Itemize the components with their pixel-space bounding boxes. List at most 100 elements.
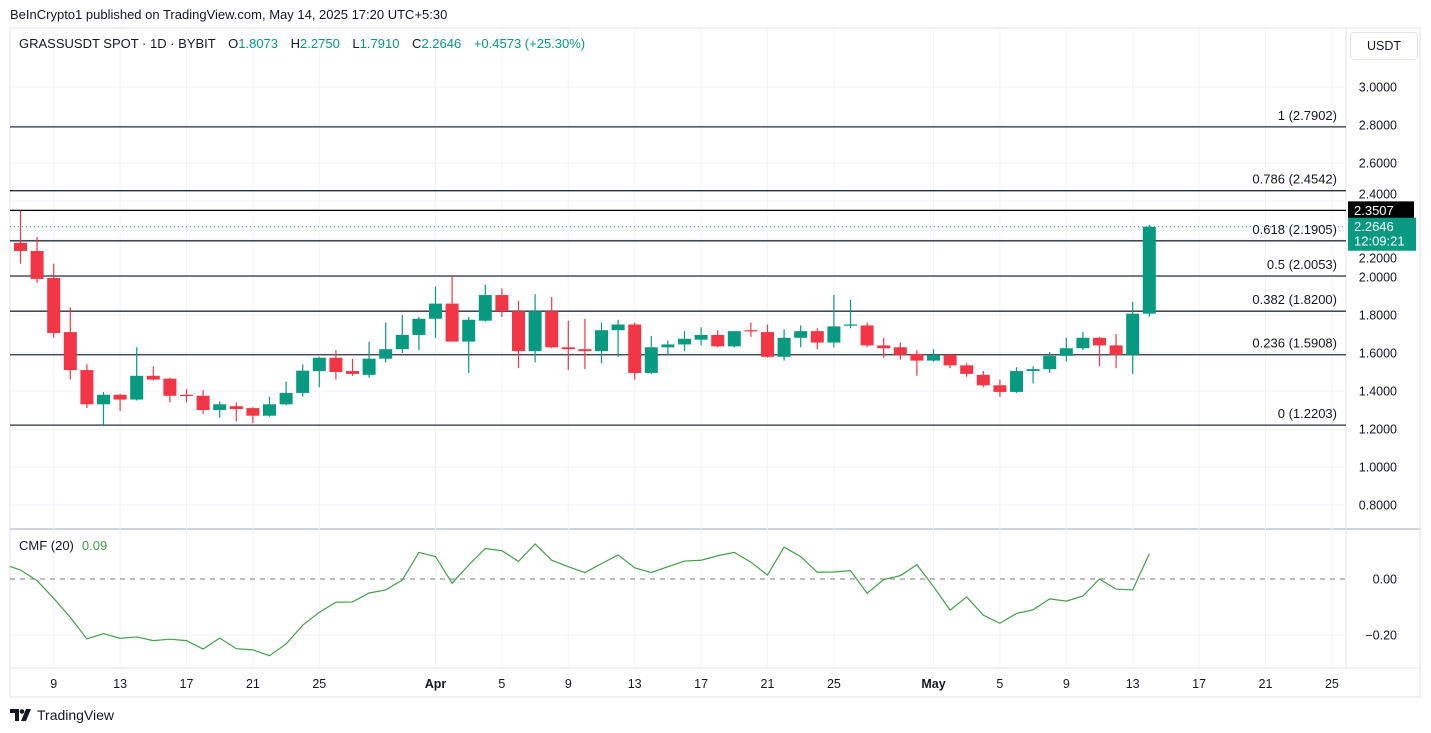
candle-body (63, 332, 77, 371)
candle-body (993, 385, 1007, 392)
candle-body (744, 330, 758, 332)
candle (844, 299, 857, 329)
candle (1076, 332, 1090, 351)
candle-body (30, 250, 44, 279)
candle-body (827, 326, 841, 343)
candle-body (379, 349, 393, 359)
candle-body (263, 404, 276, 416)
candle (180, 389, 193, 403)
candle-body (528, 311, 542, 352)
candle-body (478, 295, 492, 321)
open-label: O (228, 36, 239, 51)
fib-level-label: 0.5 (2.0053) (1267, 257, 1337, 272)
candle (213, 401, 227, 418)
candle-body (445, 303, 459, 342)
candle-body (611, 324, 625, 331)
candle (14, 210, 27, 264)
candle-body (561, 347, 575, 350)
candle (63, 307, 77, 380)
candle (130, 347, 144, 401)
candle-body (1010, 371, 1023, 392)
candle (379, 322, 393, 363)
candle (595, 322, 608, 364)
fib-level-label: 0 (1.2203) (1278, 406, 1337, 421)
candle-body (545, 311, 559, 348)
candle (229, 402, 243, 422)
tradingview-logo-icon (10, 709, 31, 721)
candle (346, 358, 359, 376)
brand-name: TradingView (37, 707, 115, 723)
candle-body (644, 347, 658, 373)
candle-body (678, 338, 691, 345)
candle (395, 315, 409, 353)
candle-body (229, 406, 243, 410)
candle-body (47, 277, 61, 334)
cmf-line (9, 543, 1150, 657)
fib-retracement: 1 (2.7902) 0.786 (2.4542) 0.618 (2.1905) 0.… (10, 108, 1346, 426)
candle (910, 350, 924, 376)
candle (927, 349, 940, 362)
candle (777, 329, 791, 361)
y-tick-label: 1.8000 (1359, 309, 1397, 323)
candle (561, 320, 575, 371)
candle-body (429, 303, 442, 319)
fib-level-label: 0.618 (2.1905) (1252, 222, 1337, 237)
candle (196, 390, 210, 414)
candle (462, 316, 476, 373)
candle-body (1043, 355, 1057, 370)
x-tick-label: 17 (694, 677, 708, 691)
candle-body (595, 330, 608, 352)
y-tick-label: 2.8000 (1359, 119, 1397, 133)
candle (644, 335, 658, 374)
x-tick-label: 21 (1259, 677, 1273, 691)
candle-body (761, 332, 774, 357)
candle (1109, 334, 1123, 369)
candle (578, 318, 592, 370)
y-tick-label: 2.6000 (1359, 157, 1397, 171)
candle-body (146, 375, 160, 380)
candle (611, 319, 625, 357)
candle-body (279, 392, 293, 405)
candle-body (844, 324, 857, 326)
axes: 9 13 17 21 25 Apr 5 9 13 17 21 25 May 5 9 13 17 21 25 3.000… (50, 81, 1416, 691)
cmf-title[interactable]: CMF (20) (19, 538, 74, 553)
candle-body (877, 345, 891, 349)
chart-frame (9, 27, 1421, 698)
currency-button[interactable]: USDT (1350, 32, 1418, 60)
candle-body (960, 365, 974, 374)
fib-level-label: 0.236 (1.5908) (1252, 336, 1337, 351)
cmf-tick-label: −0.20 (1365, 629, 1397, 643)
x-tick-label: 13 (113, 677, 127, 691)
candle (362, 341, 376, 378)
candle-body (462, 319, 476, 342)
x-tick-label: 25 (312, 677, 326, 691)
candle (727, 331, 741, 348)
candle-body (1109, 345, 1123, 355)
candle-body (395, 334, 409, 350)
candle-body (1093, 337, 1106, 346)
candle-body (196, 395, 210, 410)
grid (10, 28, 1346, 668)
candle (296, 364, 310, 397)
close-label: C (412, 36, 422, 51)
candle (495, 288, 509, 317)
hline-price-label: 2.3507 (1354, 203, 1394, 218)
bar-countdown-label: 12:09:21 (1354, 234, 1405, 249)
fib-level-label: 0.786 (2.4542) (1252, 172, 1337, 187)
symbol-name[interactable]: GRASSUSDT SPOT · 1D · BYBIT (19, 36, 216, 51)
x-tick-label: 17 (180, 677, 194, 691)
y-tick-label: 2.0000 (1359, 271, 1397, 285)
candle-body (296, 370, 310, 393)
x-tick-label: 13 (1126, 677, 1140, 691)
candle-body (893, 347, 907, 355)
x-tick-label: 17 (1192, 677, 1206, 691)
hline-price-tag (1348, 201, 1414, 219)
candle (478, 284, 492, 322)
candle (528, 294, 542, 363)
candle (329, 350, 343, 380)
candle-body (1026, 369, 1040, 372)
x-tick-label: Apr (425, 677, 447, 691)
change-value: +0.4573 (+25.30%) (473, 36, 586, 51)
candle-body (927, 354, 940, 361)
